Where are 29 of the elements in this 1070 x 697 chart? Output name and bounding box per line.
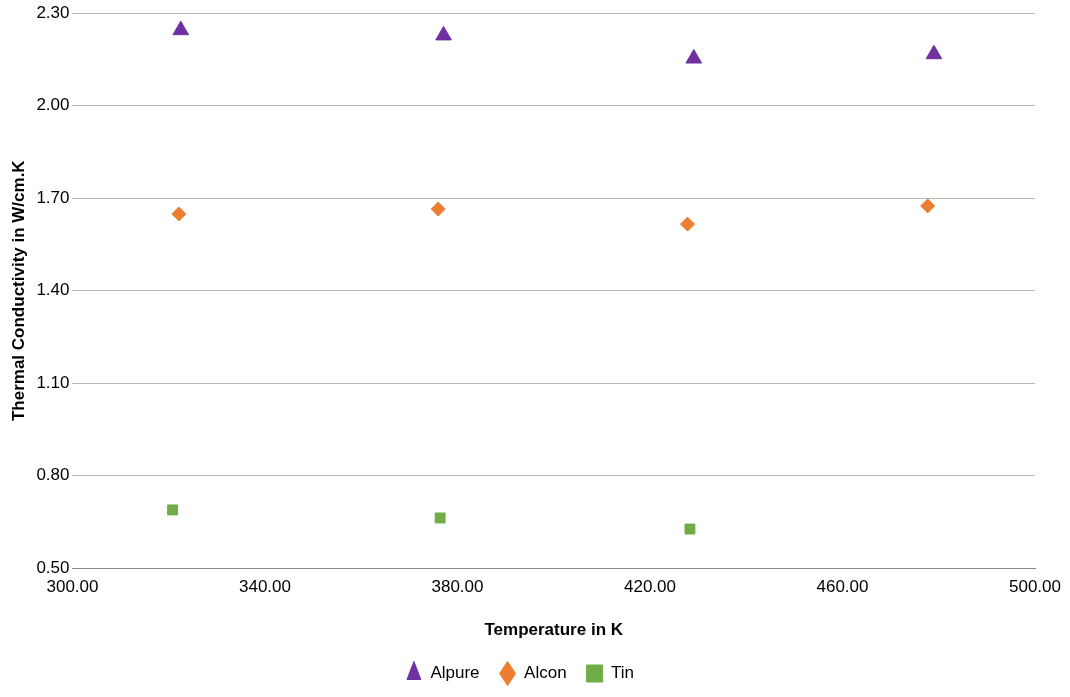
point xyxy=(685,49,703,64)
point xyxy=(920,198,936,214)
point xyxy=(171,206,187,222)
y-tick-label: 2.00 xyxy=(36,95,70,115)
legend-label: Tin xyxy=(611,663,635,683)
x-tick-label: 340.00 xyxy=(238,577,291,597)
point xyxy=(172,20,190,36)
y-tick-label: 0.50 xyxy=(36,557,70,577)
x-tick-label: 460.00 xyxy=(816,577,869,597)
y-tick-label: 2.30 xyxy=(36,2,70,22)
x-tick-label: 500.00 xyxy=(1009,577,1061,597)
legend-label: Alpure xyxy=(430,663,480,683)
y-axis-title: Thermal Conductivity in W/cm.K xyxy=(8,159,28,422)
point xyxy=(680,216,696,232)
point xyxy=(925,44,943,60)
x-tick-label: 380.00 xyxy=(431,577,484,597)
x-tick-label: 420.00 xyxy=(623,577,676,597)
x-tick-label: 300.00 xyxy=(46,577,99,597)
y-tick-label: 1.70 xyxy=(36,187,70,207)
point xyxy=(435,25,452,41)
y-tick-label: 0.80 xyxy=(36,465,70,485)
x-axis-title: Temperature in K xyxy=(484,620,624,640)
y-tick-label: 1.10 xyxy=(36,372,70,392)
y-tick-label: 1.40 xyxy=(36,280,70,300)
point xyxy=(434,512,446,524)
point xyxy=(167,504,179,516)
point xyxy=(684,523,696,535)
point xyxy=(430,201,446,217)
legend-label: Alcon xyxy=(524,663,567,683)
